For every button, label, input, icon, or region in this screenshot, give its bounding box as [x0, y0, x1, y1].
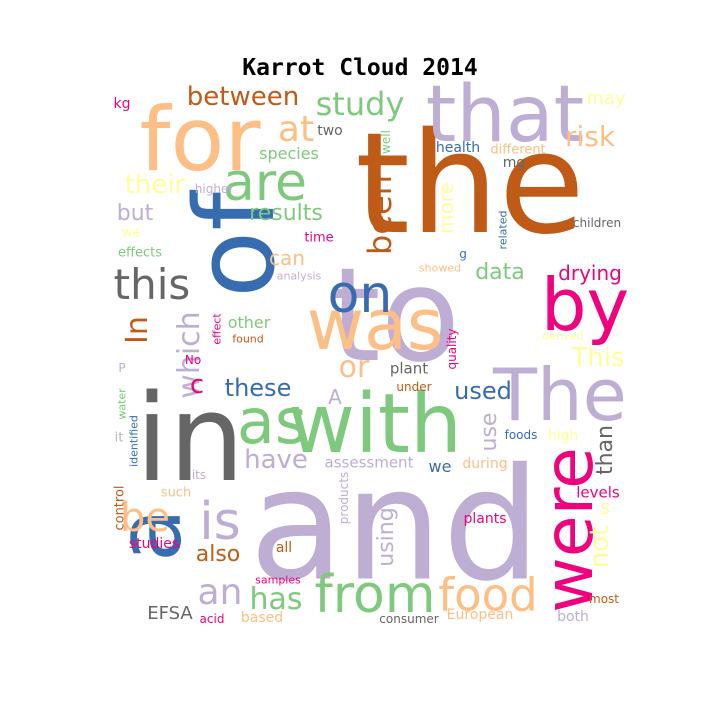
cloud-word: derived [542, 329, 584, 343]
cloud-word: quality [445, 328, 459, 370]
cloud-word: also [195, 542, 241, 567]
cloud-word: to [329, 239, 461, 391]
cloud-word: data [475, 260, 525, 285]
cloud-word: has [249, 582, 303, 617]
cloud-word: mg [502, 155, 526, 171]
cloud-word: these [224, 374, 292, 402]
cloud-word: risk [564, 120, 616, 153]
cloud-word: the [355, 103, 585, 266]
cloud-word: consumer [379, 612, 439, 626]
cloud-word: by [540, 263, 630, 347]
cloud-word: European [446, 607, 514, 623]
cloud-word: results [249, 201, 323, 226]
cloud-word: used [454, 377, 512, 405]
cloud-word: be [120, 495, 170, 541]
cloud-word: may [586, 88, 626, 109]
cloud-word: effects [118, 245, 162, 261]
cloud-word: from [314, 565, 436, 625]
cloud-word: not [585, 525, 615, 569]
cloud-word: high [547, 428, 579, 444]
cloud-word: EFSA [147, 603, 193, 624]
cloud-word: at [277, 109, 315, 150]
cloud-word: different [490, 142, 546, 158]
page-title: Karrot Cloud 2014 [242, 55, 478, 81]
cloud-word: In [120, 316, 155, 344]
cloud-word: showed [418, 261, 462, 275]
cloud-word: we [121, 225, 141, 241]
cloud-word: it [114, 430, 124, 446]
cloud-word: an [197, 572, 243, 613]
cloud-word: A [328, 385, 342, 409]
cloud-word: two [317, 123, 343, 139]
cloud-word: more [434, 182, 458, 234]
cloud-word: that [425, 70, 585, 160]
cloud-word: its [191, 468, 207, 482]
cloud-word: children [572, 216, 622, 230]
cloud-word: c [189, 370, 205, 400]
cloud-word: study [315, 85, 405, 123]
cloud-word: most [589, 592, 619, 606]
cloud-word: assessment [324, 453, 414, 472]
cloud-word: all [275, 540, 293, 556]
cloud-word: is [199, 492, 241, 552]
cloud-word: No [184, 353, 202, 367]
cloud-word: can [269, 246, 305, 270]
cloud-word: This [571, 343, 625, 373]
cloud-word: based [240, 610, 284, 626]
cloud-word: identified [127, 415, 141, 467]
cloud-word: acid [199, 612, 225, 626]
cloud-word: effect [210, 313, 224, 345]
cloud-word: are [222, 153, 308, 213]
cloud-word: higher [194, 182, 234, 196]
cloud-word: health [435, 140, 481, 156]
cloud-word: in [135, 370, 245, 509]
cloud-word: between [186, 82, 300, 112]
cloud-word: use [477, 412, 502, 452]
cloud-word: such [160, 485, 192, 501]
cloud-word: was [306, 284, 444, 366]
cloud-word: The [493, 353, 627, 437]
cloud-word: we [428, 457, 452, 476]
cloud-word: under [396, 380, 432, 394]
cloud-word: for [139, 88, 261, 191]
cloud-word: with [288, 377, 462, 472]
cloud-word: samples [255, 573, 301, 587]
cloud-word: during [462, 456, 508, 472]
cloud-word: species [259, 144, 319, 163]
cloud-word: well [379, 130, 393, 154]
cloud-word: time [304, 230, 334, 246]
cloud-word: g [459, 247, 467, 261]
cloud-word: than [593, 425, 618, 475]
cloud-word: both [557, 609, 589, 625]
cloud-word: on [327, 265, 393, 325]
cloud-word: this [113, 260, 191, 309]
cloud-word: have [244, 445, 308, 475]
cloud-word: foods [504, 428, 538, 442]
cloud-word: drying [558, 261, 622, 285]
cloud-word: related [496, 210, 510, 250]
cloud-word: kg [113, 96, 131, 112]
cloud-word: food [438, 568, 538, 622]
cloud-word: and [249, 434, 541, 616]
cloud-word: as [236, 385, 308, 458]
cloud-word: products [337, 471, 351, 525]
cloud-word: plant [389, 359, 429, 378]
cloud-word: studies [128, 536, 180, 552]
cloud-word: found [232, 332, 264, 346]
cloud-word: other [227, 313, 271, 332]
cloud-word: control [112, 485, 128, 531]
cloud-word: P [118, 361, 126, 375]
cloud-word: their [124, 170, 186, 200]
cloud-word: using [374, 507, 399, 567]
cloud-word: but [116, 201, 154, 226]
cloud-word: water [115, 388, 129, 420]
cloud-word: analysis [276, 269, 322, 283]
cloud-word: been [361, 175, 399, 255]
cloud-word: plants [463, 511, 507, 527]
cloud-word: s [599, 495, 611, 519]
cloud-word: levels [576, 483, 620, 502]
cloud-word: or [338, 350, 370, 385]
